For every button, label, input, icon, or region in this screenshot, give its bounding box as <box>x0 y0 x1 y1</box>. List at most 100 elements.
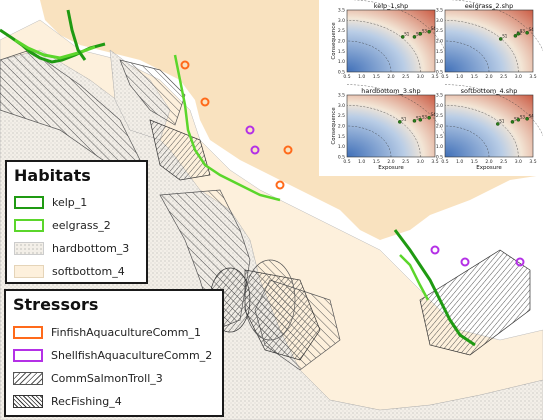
data-point <box>516 118 521 122</box>
risk-contour <box>444 84 543 137</box>
finfish-site <box>275 180 285 190</box>
commsalmontroll-swatch <box>13 372 43 385</box>
x-tick-label: 1.0 <box>358 74 365 80</box>
risk-contour <box>444 125 490 158</box>
data-point <box>495 122 500 126</box>
x-tick-label: 2.0 <box>485 159 492 165</box>
recfishing-zone <box>419 249 531 356</box>
y-tick-label: 3.0 <box>436 103 443 109</box>
finfish-site <box>200 97 210 107</box>
eelgrass-shore-east <box>399 254 430 301</box>
data-point <box>513 34 518 38</box>
x-tick-label: 0.5 <box>343 74 350 80</box>
y-tick-label: 2.5 <box>338 28 345 34</box>
y-tick-label: 1.0 <box>436 144 443 150</box>
y-tick-label: 2.0 <box>436 124 443 130</box>
data-point-label: S4 <box>529 113 535 118</box>
eelgrass-inlet <box>173 54 281 202</box>
y-tick-label: 1.0 <box>436 59 443 65</box>
recfishing-zone-2 <box>149 119 211 181</box>
y-tick-label: 1.5 <box>436 49 443 55</box>
x-tick-label: 2.5 <box>402 74 409 80</box>
legend-item-label: eelgrass_2 <box>52 219 111 232</box>
y-tick-label: 3.5 <box>338 93 345 99</box>
legend-item-eelgrass: eelgrass_2 <box>14 217 111 234</box>
shellfish-site <box>250 145 260 155</box>
y-tick-label: 0.5 <box>338 70 345 76</box>
x-tick-label: 2.5 <box>500 159 507 165</box>
x-tick-label: 0.5 <box>441 74 448 80</box>
data-point <box>398 120 402 124</box>
eelgrass-swatch <box>14 219 44 232</box>
hardbottom-swatch <box>14 242 44 255</box>
data-point <box>498 37 503 41</box>
x-tick-label: 1.5 <box>373 159 380 165</box>
shellfish-site <box>515 257 525 267</box>
habitats-legend-title: Habitats <box>14 166 91 185</box>
x-tick-label: 3.5 <box>431 159 438 165</box>
y-tick-label: 1.0 <box>338 144 345 150</box>
shellfish-site <box>430 245 440 255</box>
y-tick-label: 2.0 <box>338 39 345 45</box>
y-tick-label: 2.5 <box>436 113 443 119</box>
recfishing-swatch <box>13 395 43 408</box>
kelp-inlet <box>66 9 87 61</box>
shellfish-site <box>245 125 255 135</box>
data-point <box>510 120 515 124</box>
data-point-label: S4 <box>431 26 437 31</box>
y-axis-label: Consequence <box>331 22 337 60</box>
risk-plot-title: softbottom_4.shp <box>461 87 518 95</box>
x-tick-label: 3.0 <box>515 159 522 165</box>
finfish-swatch <box>13 326 43 339</box>
x-tick-label: 1.0 <box>358 159 365 165</box>
x-tick-label: 2.5 <box>500 74 507 80</box>
y-tick-label: 3.5 <box>436 93 443 99</box>
risk-contour <box>346 40 392 73</box>
data-point <box>525 116 529 121</box>
data-point-label: S1 <box>502 33 508 38</box>
data-point-label: S1 <box>401 116 407 121</box>
x-tick-label: 0.5 <box>343 159 350 165</box>
x-axis-label: Exposure <box>378 165 404 171</box>
data-point-label: S2 <box>416 115 422 120</box>
data-point-label: S3 <box>520 114 526 119</box>
data-point-label: S3 <box>422 28 428 33</box>
x-tick-label: 1.5 <box>471 74 478 80</box>
risk-plot-3: hardbottom_3.shp 0.5 0.5 1.0 1.0 1.5 1.5 2.0 2.0… <box>331 84 450 171</box>
risk-gradient-area <box>444 9 534 73</box>
legend-item-label: softbottom_4 <box>52 265 125 278</box>
x-tick-label: 3.0 <box>515 74 522 80</box>
y-tick-label: 0.5 <box>436 155 443 161</box>
y-tick-label: 1.5 <box>338 134 345 140</box>
data-point <box>412 119 417 123</box>
x-tick-label: 3.5 <box>529 74 536 80</box>
shellfish-site <box>460 257 470 267</box>
risk-plots-svg: kelp_1.shp0.50.51.01.01.51.52.02.02.52.5… <box>331 0 543 171</box>
finfish-site <box>180 60 190 70</box>
risk-plot-4: softbottom_4.shp 0.50.5 1.0 1.0 1.5 1.5 2.0 2.0… <box>436 84 543 171</box>
risk-plot-2: eelgrass_2.shp 0.50.5 1.0 1.0 1.5 1.5 2.0 2.0 2.… <box>436 0 543 80</box>
risk-plot-title: eelgrass_2.shp <box>465 2 513 10</box>
risk-plots: kelp_1.shp 0.5 0.5 1.0 1.0 1.5 1.5 2.0 2.0 2.5 2.5… <box>319 0 543 176</box>
risk-plot-title: hardbottom_3.shp <box>361 87 420 95</box>
stressors-legend-title: Stressors <box>13 295 99 314</box>
kelp-shore-east <box>393 229 476 347</box>
x-tick-label: 3.5 <box>529 159 536 165</box>
x-tick-label: 2.0 <box>485 74 492 80</box>
y-tick-label: 2.0 <box>338 124 345 130</box>
y-tick-label: 2.5 <box>436 28 443 34</box>
y-tick-label: 0.5 <box>436 70 443 76</box>
risk-gradient-area <box>346 94 436 158</box>
legend-item-hardbottom: hardbottom_3 <box>14 240 129 257</box>
x-tick-label: 1.0 <box>456 74 463 80</box>
y-tick-label: 3.5 <box>436 8 443 14</box>
risk-contour <box>346 125 392 158</box>
y-tick-label: 1.5 <box>436 134 443 140</box>
x-tick-label: 3.5 <box>431 74 438 80</box>
data-point <box>525 30 529 35</box>
commsalmontroll-zone-5 <box>244 259 296 341</box>
x-tick-label: 3.0 <box>417 159 424 165</box>
x-tick-label: 2.0 <box>387 74 394 80</box>
y-tick-label: 3.0 <box>338 18 345 24</box>
x-axis-label: Exposure <box>476 165 502 171</box>
